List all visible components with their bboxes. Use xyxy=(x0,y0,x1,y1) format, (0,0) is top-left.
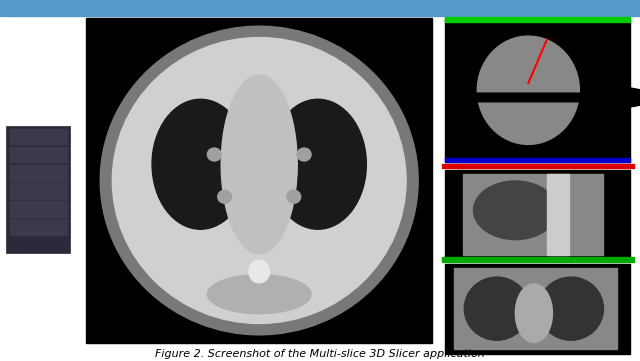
Bar xyxy=(86,18,432,343)
Ellipse shape xyxy=(218,190,232,203)
Bar xyxy=(463,174,603,256)
Ellipse shape xyxy=(297,148,311,161)
Bar xyxy=(442,257,634,262)
Bar xyxy=(10,129,67,144)
Bar xyxy=(445,18,630,162)
Ellipse shape xyxy=(113,38,406,323)
Text: Figure 2. Screenshot of the Multi-slice 3D Slicer application: Figure 2. Screenshot of the Multi-slice … xyxy=(155,349,485,359)
Bar xyxy=(0,0,640,16)
Bar xyxy=(6,126,70,253)
Bar xyxy=(10,201,67,217)
Ellipse shape xyxy=(287,190,301,203)
Bar xyxy=(10,147,67,162)
Ellipse shape xyxy=(464,277,529,340)
Ellipse shape xyxy=(207,148,221,161)
Bar xyxy=(10,183,67,199)
Bar xyxy=(454,268,618,349)
Bar xyxy=(445,264,630,354)
Bar xyxy=(442,164,634,168)
Bar xyxy=(10,165,67,180)
Ellipse shape xyxy=(100,26,418,335)
Bar xyxy=(445,158,630,162)
Bar xyxy=(445,170,630,260)
Bar xyxy=(10,219,67,235)
Ellipse shape xyxy=(269,99,366,229)
Ellipse shape xyxy=(515,284,552,343)
Bar xyxy=(445,17,630,22)
Ellipse shape xyxy=(249,260,269,283)
Bar xyxy=(547,174,569,256)
Bar xyxy=(445,18,630,162)
Ellipse shape xyxy=(152,99,249,229)
Ellipse shape xyxy=(538,277,604,340)
Ellipse shape xyxy=(477,36,579,144)
FancyArrow shape xyxy=(463,84,640,110)
Ellipse shape xyxy=(474,181,557,240)
Ellipse shape xyxy=(207,275,311,314)
Ellipse shape xyxy=(221,75,297,253)
